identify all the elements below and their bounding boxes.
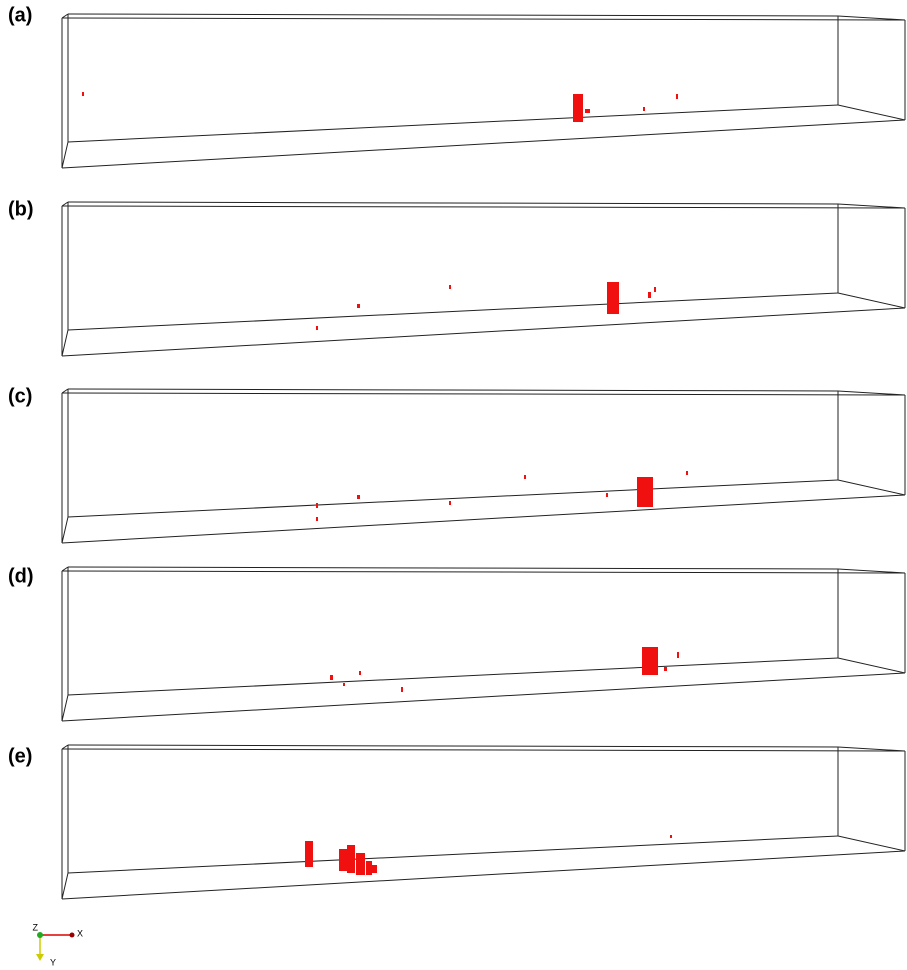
z-axis-label: Z xyxy=(33,922,39,932)
box-edge xyxy=(837,292,906,309)
box-edge xyxy=(67,835,839,874)
red-region xyxy=(573,94,583,122)
red-region xyxy=(330,675,333,680)
box-edge xyxy=(61,13,69,19)
x-axis-label: X xyxy=(77,928,83,938)
red-region xyxy=(664,667,667,671)
box-edge xyxy=(61,307,906,357)
box-edge xyxy=(61,672,906,722)
red-region xyxy=(642,647,658,675)
red-region xyxy=(357,304,360,308)
panel: (e) xyxy=(8,744,906,900)
box-edge xyxy=(837,657,906,674)
panel-label: (c) xyxy=(8,385,32,407)
red-region xyxy=(585,109,590,113)
red-region xyxy=(606,493,608,497)
box-edge xyxy=(61,850,906,900)
axis-triad: Z X Y xyxy=(33,922,84,967)
red-region xyxy=(372,865,377,873)
panel-label: (e) xyxy=(8,745,32,767)
red-region xyxy=(449,501,451,505)
box-edge xyxy=(67,292,839,331)
box-edge xyxy=(61,329,69,357)
box-edge xyxy=(61,392,906,396)
y-axis-label: Y xyxy=(50,957,56,967)
box-edge xyxy=(61,694,69,722)
box-edge xyxy=(837,104,906,121)
box-edge xyxy=(61,872,69,900)
z-axis-dot xyxy=(37,932,43,938)
panel-label: (a) xyxy=(8,4,32,26)
box-edge xyxy=(61,516,69,544)
box-edge xyxy=(837,479,906,496)
box-edge xyxy=(61,205,906,209)
red-region xyxy=(401,687,403,692)
red-region xyxy=(82,92,84,96)
panel-label: (d) xyxy=(8,565,34,587)
red-region xyxy=(670,835,672,838)
box-edge xyxy=(67,388,839,392)
panel: (b) xyxy=(8,198,906,357)
box-edge xyxy=(61,570,906,574)
red-region xyxy=(449,285,451,289)
box-edge xyxy=(67,479,839,518)
box-edge xyxy=(837,835,906,852)
red-region xyxy=(524,475,526,479)
box-edge xyxy=(61,494,906,544)
box-edge xyxy=(61,201,69,207)
red-region xyxy=(648,292,651,298)
panel: (a) xyxy=(8,4,906,169)
red-region xyxy=(347,845,355,873)
box-edge xyxy=(67,744,839,748)
y-axis-tip xyxy=(36,954,44,961)
box-edge xyxy=(837,390,906,396)
red-region xyxy=(316,503,318,508)
red-region xyxy=(316,517,318,521)
box-edge xyxy=(67,657,839,696)
box-edge xyxy=(61,566,69,572)
red-region xyxy=(356,853,365,875)
box-edge xyxy=(61,17,906,21)
box-edge xyxy=(61,744,69,750)
red-region xyxy=(677,652,679,658)
red-region xyxy=(343,683,345,686)
box-edge xyxy=(837,568,906,574)
box-edge xyxy=(837,203,906,209)
red-region xyxy=(676,94,678,99)
red-region xyxy=(607,282,619,314)
panel-label: (b) xyxy=(8,198,34,220)
red-region xyxy=(316,326,318,330)
red-region xyxy=(305,841,313,867)
red-region xyxy=(686,471,688,475)
box-edge xyxy=(837,15,906,21)
box-edge xyxy=(67,566,839,570)
box-edge xyxy=(61,748,906,752)
red-region xyxy=(643,107,645,111)
x-axis-tip xyxy=(69,932,75,938)
red-region xyxy=(654,287,656,292)
box-edge xyxy=(837,746,906,752)
box-edge xyxy=(67,201,839,205)
box-edge xyxy=(67,13,839,17)
panel: (d) xyxy=(8,565,906,722)
box-edge xyxy=(61,119,906,169)
box-edge xyxy=(61,388,69,394)
red-region xyxy=(366,861,372,875)
red-region xyxy=(637,477,653,507)
red-region xyxy=(339,849,347,871)
red-region xyxy=(359,671,361,675)
panel: (c) xyxy=(8,385,906,544)
box-edge xyxy=(67,104,839,143)
red-region xyxy=(357,495,360,499)
box-edge xyxy=(61,141,69,169)
